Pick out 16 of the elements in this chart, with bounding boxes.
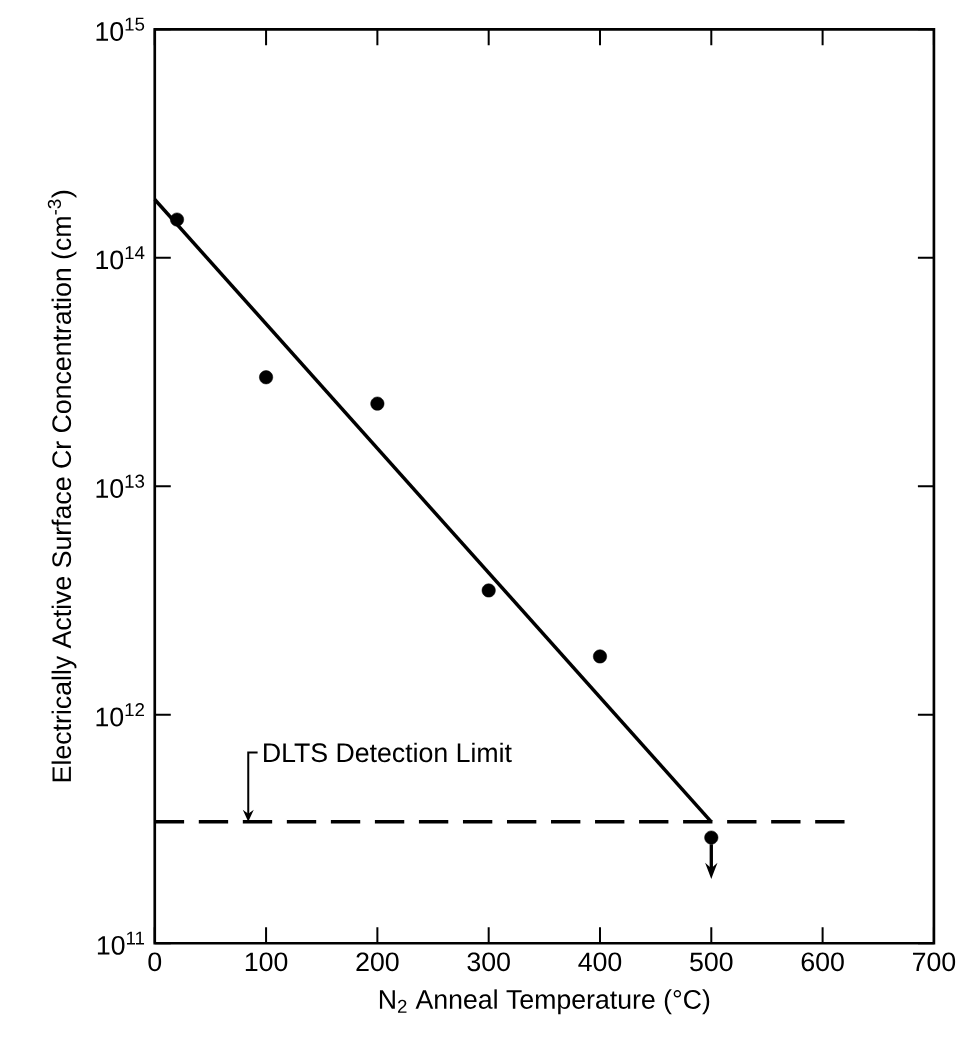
x-tick-label: 200 xyxy=(356,952,399,972)
x-axis-title: N$_{2}$ Anneal Temperature (°C) xyxy=(379,989,710,1015)
x-tick-label: 400 xyxy=(578,952,622,972)
y-axis-title: Electrically Active Surface Cr Concentration (cm$^{-3}$) xyxy=(47,190,77,782)
x-tick-label: 0 xyxy=(148,952,162,972)
x-tick-label: 300 xyxy=(467,952,510,972)
x-tick-label: 500 xyxy=(689,952,733,972)
y-tick-label: 10$^{12}$ xyxy=(96,703,144,727)
y-tick-label: 10$^{14}$ xyxy=(96,246,145,270)
x-tick-label: 100 xyxy=(245,952,288,972)
y-tick-label: 10$^{13}$ xyxy=(96,474,144,498)
annotation: DLTS Detection Limit xyxy=(263,742,512,763)
x-tick-label: 700 xyxy=(912,952,955,972)
x-tick-label: 600 xyxy=(801,952,844,972)
y-tick-label: 10$^{11}$ xyxy=(97,931,144,955)
y-tick-label: 10$^{15}$ xyxy=(96,17,145,41)
